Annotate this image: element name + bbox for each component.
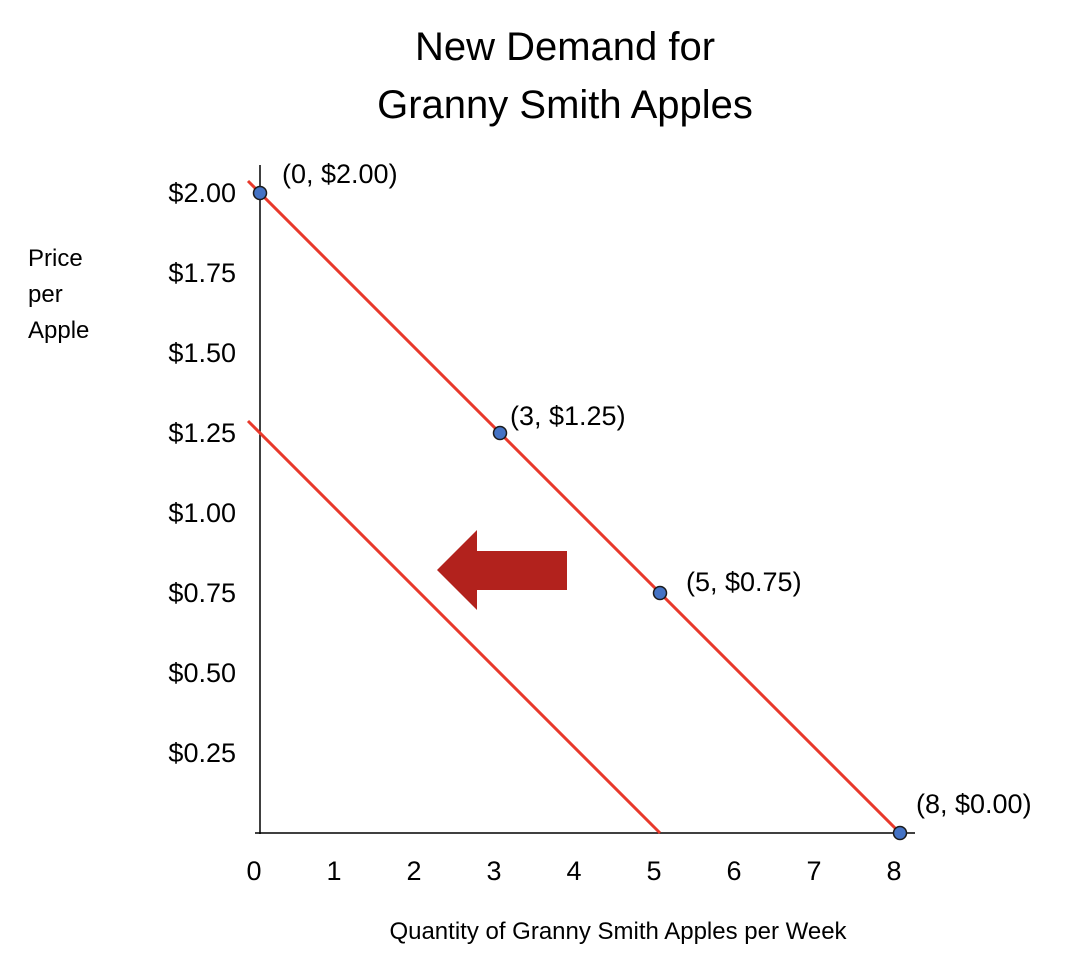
data-point (492, 425, 508, 441)
x-tick-labels: 0 1 2 3 4 5 6 7 8 (246, 856, 901, 886)
x-tick-label: 1 (326, 856, 341, 886)
y-tick-label: $1.50 (168, 338, 236, 368)
data-point-labels: (0, $2.00) (3, $1.25) (5, $0.75) (8, $0.00) (282, 159, 1032, 819)
data-point-label: (8, $0.00) (916, 789, 1032, 819)
x-tick-label: 2 (406, 856, 421, 886)
data-point (652, 585, 668, 601)
y-tick-labels: $2.00 $1.75 $1.50 $1.25 $1.00 $0.75 $0.50 $0.25 (168, 178, 236, 768)
shift-left-arrow (437, 530, 567, 610)
x-tick-label: 3 (486, 856, 501, 886)
data-points (252, 185, 908, 841)
y-axis-label-line-2: per (28, 281, 63, 308)
y-axis-label-line-1: Price (28, 245, 83, 272)
x-tick-label: 0 (246, 856, 261, 886)
x-tick-label: 4 (566, 856, 581, 886)
y-tick-label: $0.25 (168, 738, 236, 768)
x-tick-label: 6 (726, 856, 741, 886)
demand-line-shifted (246, 419, 662, 835)
x-tick-label: 8 (886, 856, 901, 886)
data-point-label: (3, $1.25) (510, 401, 626, 431)
x-axis-label: Quantity of Granny Smith Apples per Week (389, 918, 847, 945)
y-tick-label: $0.75 (168, 578, 236, 608)
chart-title-line-2: Granny Smith Apples (377, 83, 753, 127)
series-lines (246, 179, 902, 835)
data-point-label: (0, $2.00) (282, 159, 398, 189)
demand-line-original (246, 179, 902, 835)
y-tick-label: $1.25 (168, 418, 236, 448)
data-point (252, 185, 268, 201)
data-point-label: (5, $0.75) (686, 567, 802, 597)
x-tick-label: 5 (646, 856, 661, 886)
y-tick-label: $1.75 (168, 258, 236, 288)
y-tick-label: $2.00 (168, 178, 236, 208)
y-axis-label-line-3: Apple (28, 317, 89, 344)
data-point (892, 825, 908, 841)
chart-title-line-1: New Demand for (415, 25, 715, 69)
y-tick-label: $0.50 (168, 658, 236, 688)
y-tick-label: $1.00 (168, 498, 236, 528)
x-tick-label: 7 (806, 856, 821, 886)
